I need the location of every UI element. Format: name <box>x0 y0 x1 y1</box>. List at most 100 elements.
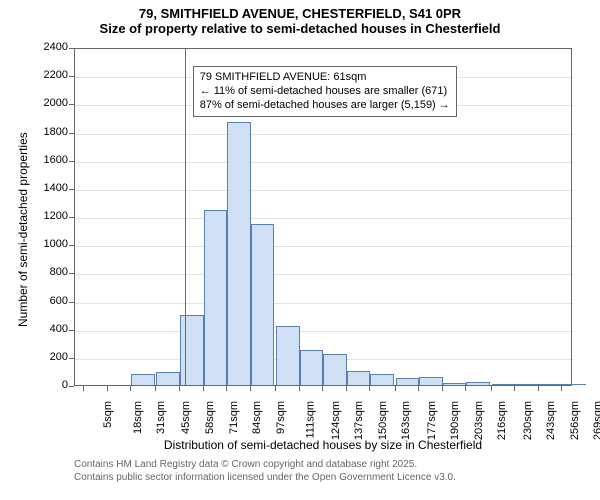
histogram-bar <box>227 122 251 385</box>
histogram-bar <box>323 354 347 385</box>
ytick-label: 1800 <box>30 126 68 138</box>
y-axis-label: Number of semi-detached properties <box>16 132 30 327</box>
xtick-mark <box>465 386 466 391</box>
histogram-bar <box>539 384 563 385</box>
ytick-mark <box>69 330 74 331</box>
xtick-mark <box>346 386 347 391</box>
gridline <box>75 303 573 304</box>
annotation-line1: ← 11% of semi-detached houses are smalle… <box>200 84 450 98</box>
xtick-mark <box>491 386 492 391</box>
ytick-mark <box>69 133 74 134</box>
xtick-mark <box>418 386 419 391</box>
xtick-label: 84sqm <box>251 401 263 434</box>
histogram-bar <box>443 383 467 385</box>
ytick-label: 800 <box>30 266 68 278</box>
xtick-label: 163sqm <box>400 401 412 440</box>
histogram-bar <box>347 371 371 385</box>
title-line2: Size of property relative to semi-detach… <box>0 21 600 36</box>
gridline <box>75 218 573 219</box>
plot-area: 79 SMITHFIELD AVENUE: 61sqm← 11% of semi… <box>74 48 572 386</box>
chart-container: 79, SMITHFIELD AVENUE, CHESTERFIELD, S41… <box>0 0 600 500</box>
ytick-mark <box>69 161 74 162</box>
xtick-mark <box>395 386 396 391</box>
xtick-mark <box>561 386 562 391</box>
xtick-label: 45sqm <box>181 401 193 434</box>
gridline <box>75 162 573 163</box>
xtick-mark <box>203 386 204 391</box>
histogram-bar <box>131 374 155 385</box>
xtick-mark <box>299 386 300 391</box>
ytick-mark <box>69 245 74 246</box>
histogram-bar <box>419 377 443 385</box>
histogram-bar <box>396 378 420 385</box>
xtick-label: 58sqm <box>204 401 216 434</box>
xtick-label: 137sqm <box>353 401 365 440</box>
histogram-bar <box>492 384 516 385</box>
histogram-bar <box>204 210 228 385</box>
ytick-label: 1400 <box>30 182 68 194</box>
ytick-label: 600 <box>30 295 68 307</box>
xtick-mark <box>538 386 539 391</box>
ytick-mark <box>69 386 74 387</box>
xtick-label: 230sqm <box>522 401 534 440</box>
ytick-mark <box>69 217 74 218</box>
gridline <box>75 331 573 332</box>
annotation-line2: 87% of semi-detached houses are larger (… <box>200 98 450 112</box>
histogram-bar <box>562 384 586 385</box>
ytick-label: 0 <box>30 379 68 391</box>
xtick-label: 5sqm <box>102 401 114 428</box>
xtick-label: 97sqm <box>275 401 287 434</box>
xtick-mark <box>179 386 180 391</box>
ytick-label: 200 <box>30 351 68 363</box>
xtick-label: 111sqm <box>305 401 317 439</box>
gridline <box>75 134 573 135</box>
xtick-label: 256sqm <box>569 401 581 440</box>
histogram-bar <box>276 326 300 385</box>
xtick-label: 71sqm <box>228 401 240 434</box>
xtick-mark <box>322 386 323 391</box>
xtick-mark <box>442 386 443 391</box>
reference-line <box>185 49 186 385</box>
histogram-bar <box>156 372 180 385</box>
xtick-mark <box>130 386 131 391</box>
histogram-bar <box>300 350 324 385</box>
ytick-mark <box>69 76 74 77</box>
ytick-label: 2000 <box>30 97 68 109</box>
xtick-mark <box>514 386 515 391</box>
histogram-bar <box>370 374 394 385</box>
ytick-label: 1000 <box>30 238 68 250</box>
xtick-label: 243sqm <box>545 401 557 440</box>
annotation-heading: 79 SMITHFIELD AVENUE: 61sqm <box>200 70 450 84</box>
footer-line1: Contains HM Land Registry data © Crown c… <box>74 458 456 471</box>
ytick-mark <box>69 189 74 190</box>
xtick-mark <box>250 386 251 391</box>
gridline <box>75 190 573 191</box>
ytick-label: 2200 <box>30 69 68 81</box>
xtick-label: 31sqm <box>155 401 167 434</box>
histogram-bar <box>466 382 490 385</box>
xtick-label: 190sqm <box>449 401 461 440</box>
ytick-label: 1200 <box>30 210 68 222</box>
ytick-label: 2400 <box>30 41 68 53</box>
ytick-mark <box>69 48 74 49</box>
xtick-label: 269sqm <box>592 401 600 440</box>
xtick-mark <box>226 386 227 391</box>
footer-credits: Contains HM Land Registry data © Crown c… <box>74 458 456 484</box>
annotation-box: 79 SMITHFIELD AVENUE: 61sqm← 11% of semi… <box>193 66 457 117</box>
xtick-mark <box>155 386 156 391</box>
xtick-mark <box>83 386 84 391</box>
xtick-mark <box>275 386 276 391</box>
histogram-bar <box>515 384 539 385</box>
histogram-bar <box>251 224 275 385</box>
ytick-mark <box>69 358 74 359</box>
xtick-label: 124sqm <box>330 401 342 440</box>
ytick-label: 400 <box>30 323 68 335</box>
xtick-label: 216sqm <box>496 401 508 440</box>
gridline <box>75 274 573 275</box>
gridline <box>75 246 573 247</box>
xtick-label: 177sqm <box>426 401 438 440</box>
ytick-mark <box>69 302 74 303</box>
xtick-mark <box>107 386 108 391</box>
ytick-mark <box>69 104 74 105</box>
footer-line2: Contains public sector information licen… <box>74 471 456 484</box>
